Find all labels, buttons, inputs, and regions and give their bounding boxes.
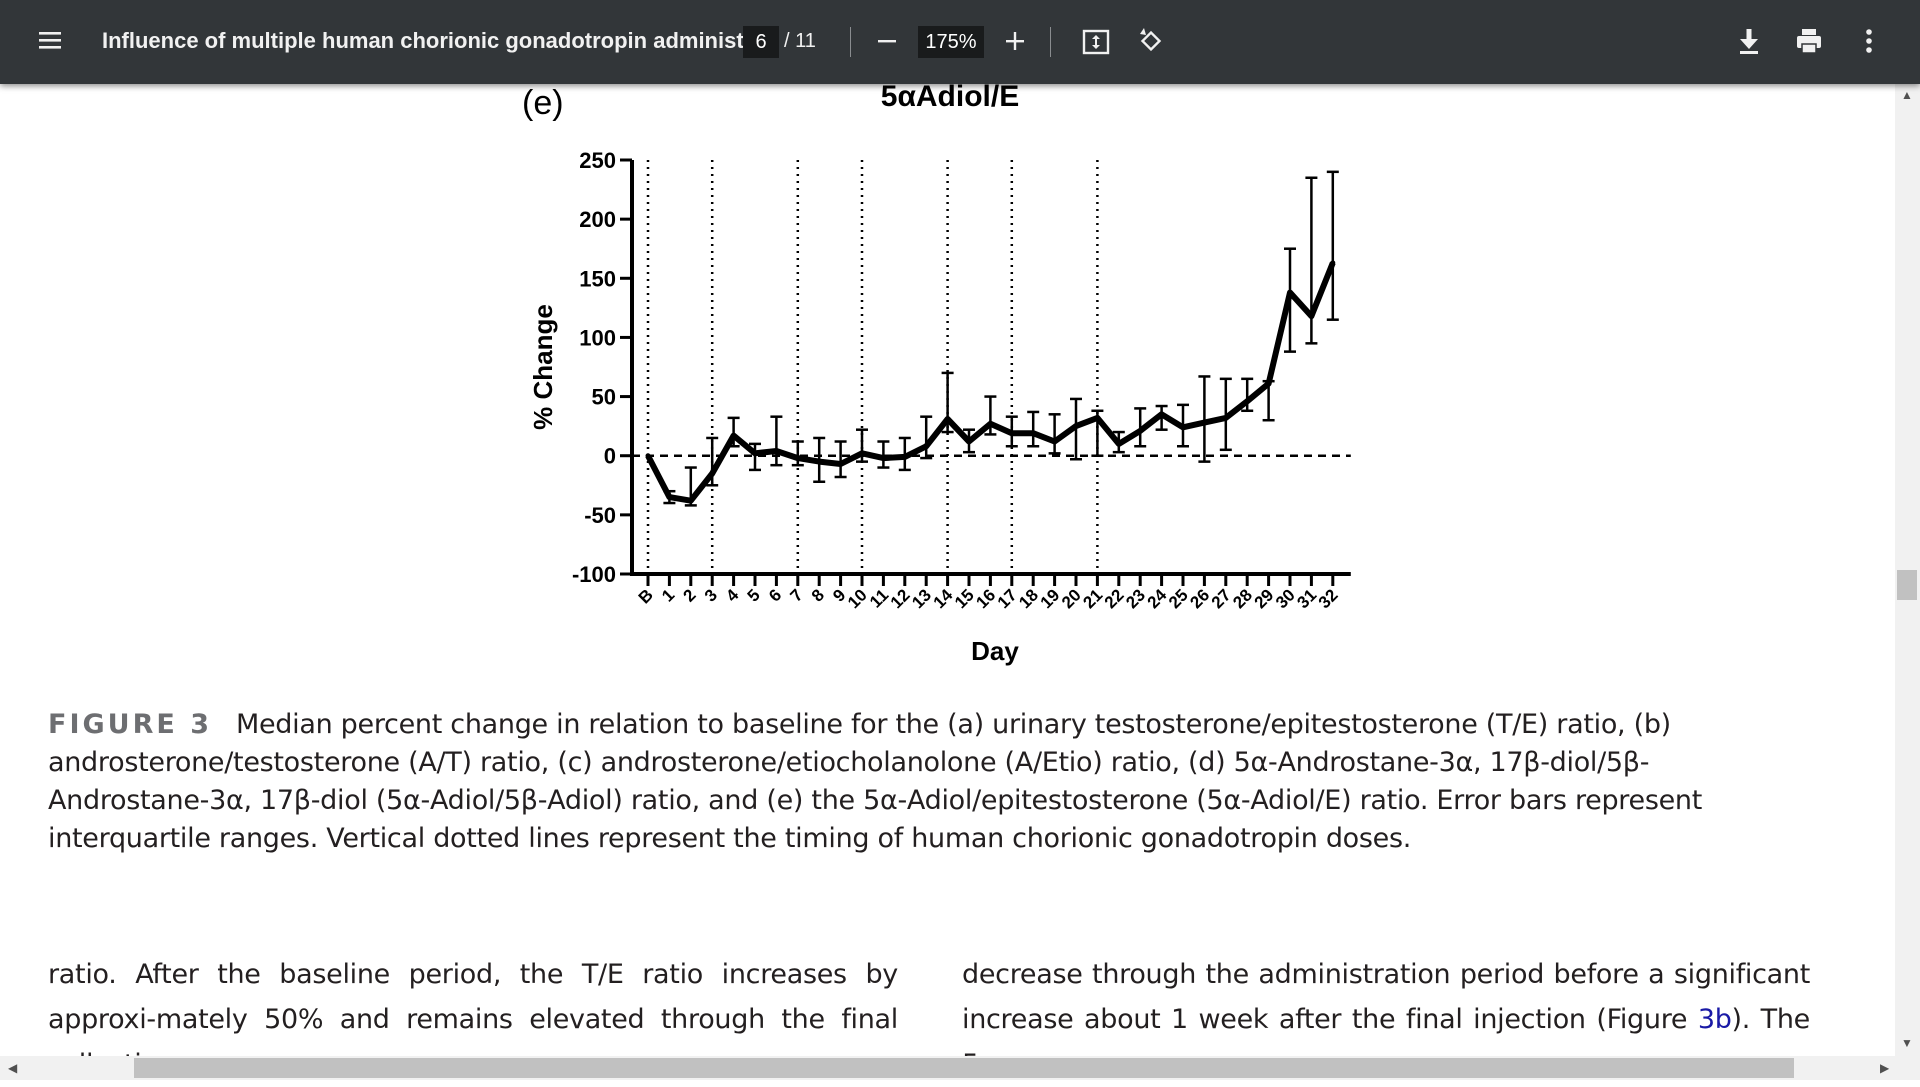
x-axis-label: Day: [971, 636, 1019, 666]
scroll-up-icon[interactable]: ▲: [1901, 88, 1913, 102]
x-tick-label: 6: [765, 585, 785, 605]
download-icon[interactable]: [1732, 24, 1766, 58]
data-point: [688, 498, 694, 504]
data-point: [1009, 430, 1015, 436]
x-tick-label: 4: [722, 585, 743, 606]
x-tick-label: 32: [1315, 585, 1342, 612]
data-point: [1159, 411, 1165, 417]
toolbar-divider: [1050, 27, 1051, 57]
data-point: [1201, 420, 1207, 426]
figure-label: FIGURE 3: [48, 709, 212, 740]
scroll-left-icon[interactable]: ◀: [8, 1061, 18, 1075]
page-number-input[interactable]: 6: [743, 26, 779, 58]
y-tick-label: 100: [579, 325, 616, 350]
zoom-level-input[interactable]: 175%: [918, 26, 984, 58]
fit-page-icon[interactable]: [1080, 26, 1112, 58]
data-point: [987, 421, 993, 427]
y-tick-label: 250: [579, 148, 616, 173]
data-point: [1330, 260, 1336, 266]
figure-link[interactable]: 3b: [1697, 1004, 1732, 1035]
vertical-scrollbar-thumb[interactable]: [1897, 570, 1917, 600]
data-point: [731, 433, 737, 439]
y-tick-label: 200: [579, 207, 616, 232]
data-point: [1308, 313, 1314, 319]
scroll-down-icon[interactable]: ▼: [1901, 1036, 1913, 1050]
zoom-out-icon[interactable]: [872, 26, 902, 56]
body-text-right-column: decrease through the administration peri…: [962, 952, 1810, 1087]
data-point: [773, 448, 779, 454]
figure-caption: FIGURE 3 Median percent change in relatio…: [48, 706, 1748, 858]
rotate-icon[interactable]: [1134, 24, 1168, 58]
data-point: [1052, 439, 1058, 445]
data-point: [1137, 428, 1143, 434]
data-point: [666, 494, 672, 500]
y-tick-label: 0: [604, 444, 616, 469]
data-point: [1180, 424, 1186, 430]
data-point: [1287, 289, 1293, 295]
figure-3e-chart: (e) 5αAdiol/E Day % Change 2502001501005…: [522, 84, 1351, 666]
data-point: [1094, 415, 1100, 421]
x-tick-label: 3: [701, 585, 721, 605]
x-tick-label: 2: [679, 585, 699, 605]
data-point: [795, 455, 801, 461]
x-tick-label: B: [635, 585, 657, 607]
toolbar-divider: [850, 27, 851, 57]
data-point: [645, 453, 651, 459]
y-tick-label: -50: [584, 503, 616, 528]
data-point: [1223, 415, 1229, 421]
data-point: [1266, 381, 1272, 387]
pdf-toolbar: Influence of multiple human chorionic go…: [0, 0, 1920, 84]
data-point: [1116, 441, 1122, 447]
data-point: [923, 443, 929, 449]
data-point: [709, 470, 715, 476]
x-tick-label: 5: [744, 585, 764, 605]
panel-label: (e): [522, 84, 564, 122]
document-title: Influence of multiple human chorionic go…: [102, 28, 770, 53]
print-icon[interactable]: [1792, 24, 1826, 58]
y-tick-label: 150: [579, 266, 616, 291]
chart-title: 5αAdiol/E: [881, 84, 1019, 113]
y-tick-label: -100: [572, 562, 616, 587]
data-point: [816, 459, 822, 465]
caption-text: Median percent change in relation to bas…: [48, 709, 1703, 854]
data-point: [859, 450, 865, 456]
scroll-right-icon[interactable]: ▶: [1880, 1061, 1890, 1075]
page-total: / 11: [784, 30, 816, 52]
data-point: [1244, 398, 1250, 404]
data-point: [945, 416, 951, 422]
body-text: decrease through the administration peri…: [962, 959, 1810, 1035]
data-point: [752, 450, 758, 456]
x-tick-label: 8: [808, 585, 828, 605]
x-tick-label: 7: [786, 585, 806, 605]
data-point: [838, 461, 844, 467]
data-point: [1030, 430, 1036, 436]
data-point: [1073, 423, 1079, 429]
median-series-line: [645, 261, 1336, 504]
data-point: [880, 455, 886, 461]
more-vert-icon[interactable]: [1852, 24, 1886, 58]
data-point: [966, 439, 972, 445]
menu-icon[interactable]: [36, 26, 66, 56]
y-axis-label: % Change: [528, 304, 558, 430]
data-point: [902, 454, 908, 460]
zoom-in-icon[interactable]: [1000, 26, 1034, 56]
horizontal-scrollbar-thumb[interactable]: [134, 1058, 1794, 1078]
body-paragraph: decrease through the administration peri…: [962, 952, 1810, 1087]
y-tick-label: 50: [592, 385, 616, 410]
x-tick-label: 1: [658, 585, 678, 605]
